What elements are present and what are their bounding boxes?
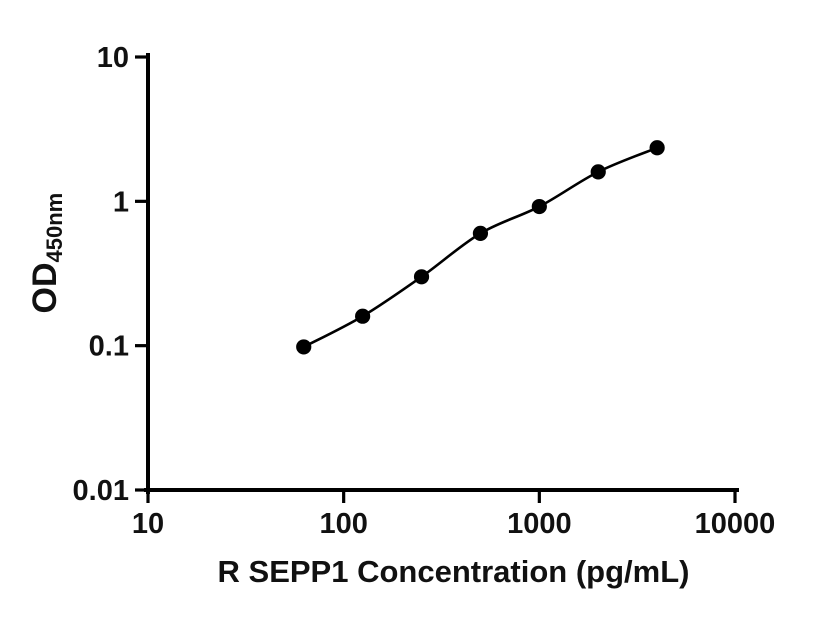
x-tick-label: 1000 [507, 508, 572, 540]
data-point [590, 164, 606, 180]
data-point [413, 269, 430, 285]
y-tick-label: 1 [113, 186, 129, 218]
data-point [472, 225, 489, 241]
x-tick-label: 10 [132, 508, 164, 540]
x-tick-label: 100 [319, 508, 367, 540]
y-tick-label: 10 [97, 42, 129, 74]
y-tick-label: 0.01 [73, 475, 129, 507]
data-point [649, 140, 665, 156]
data-point [296, 339, 312, 355]
x-tick-label: 10000 [695, 508, 776, 540]
data-point [531, 198, 547, 215]
y-axis-title: OD450nm [26, 193, 67, 314]
y-axis: 0.01 0.1 1 10 [73, 42, 150, 507]
data-points [296, 140, 665, 355]
x-axis-title: R SEPP1 Concentration (pg/mL) [218, 554, 690, 589]
x-axis: 10 100 1000 10000 [132, 488, 776, 540]
y-tick-label: 0.1 [89, 331, 129, 363]
data-point [355, 308, 371, 324]
